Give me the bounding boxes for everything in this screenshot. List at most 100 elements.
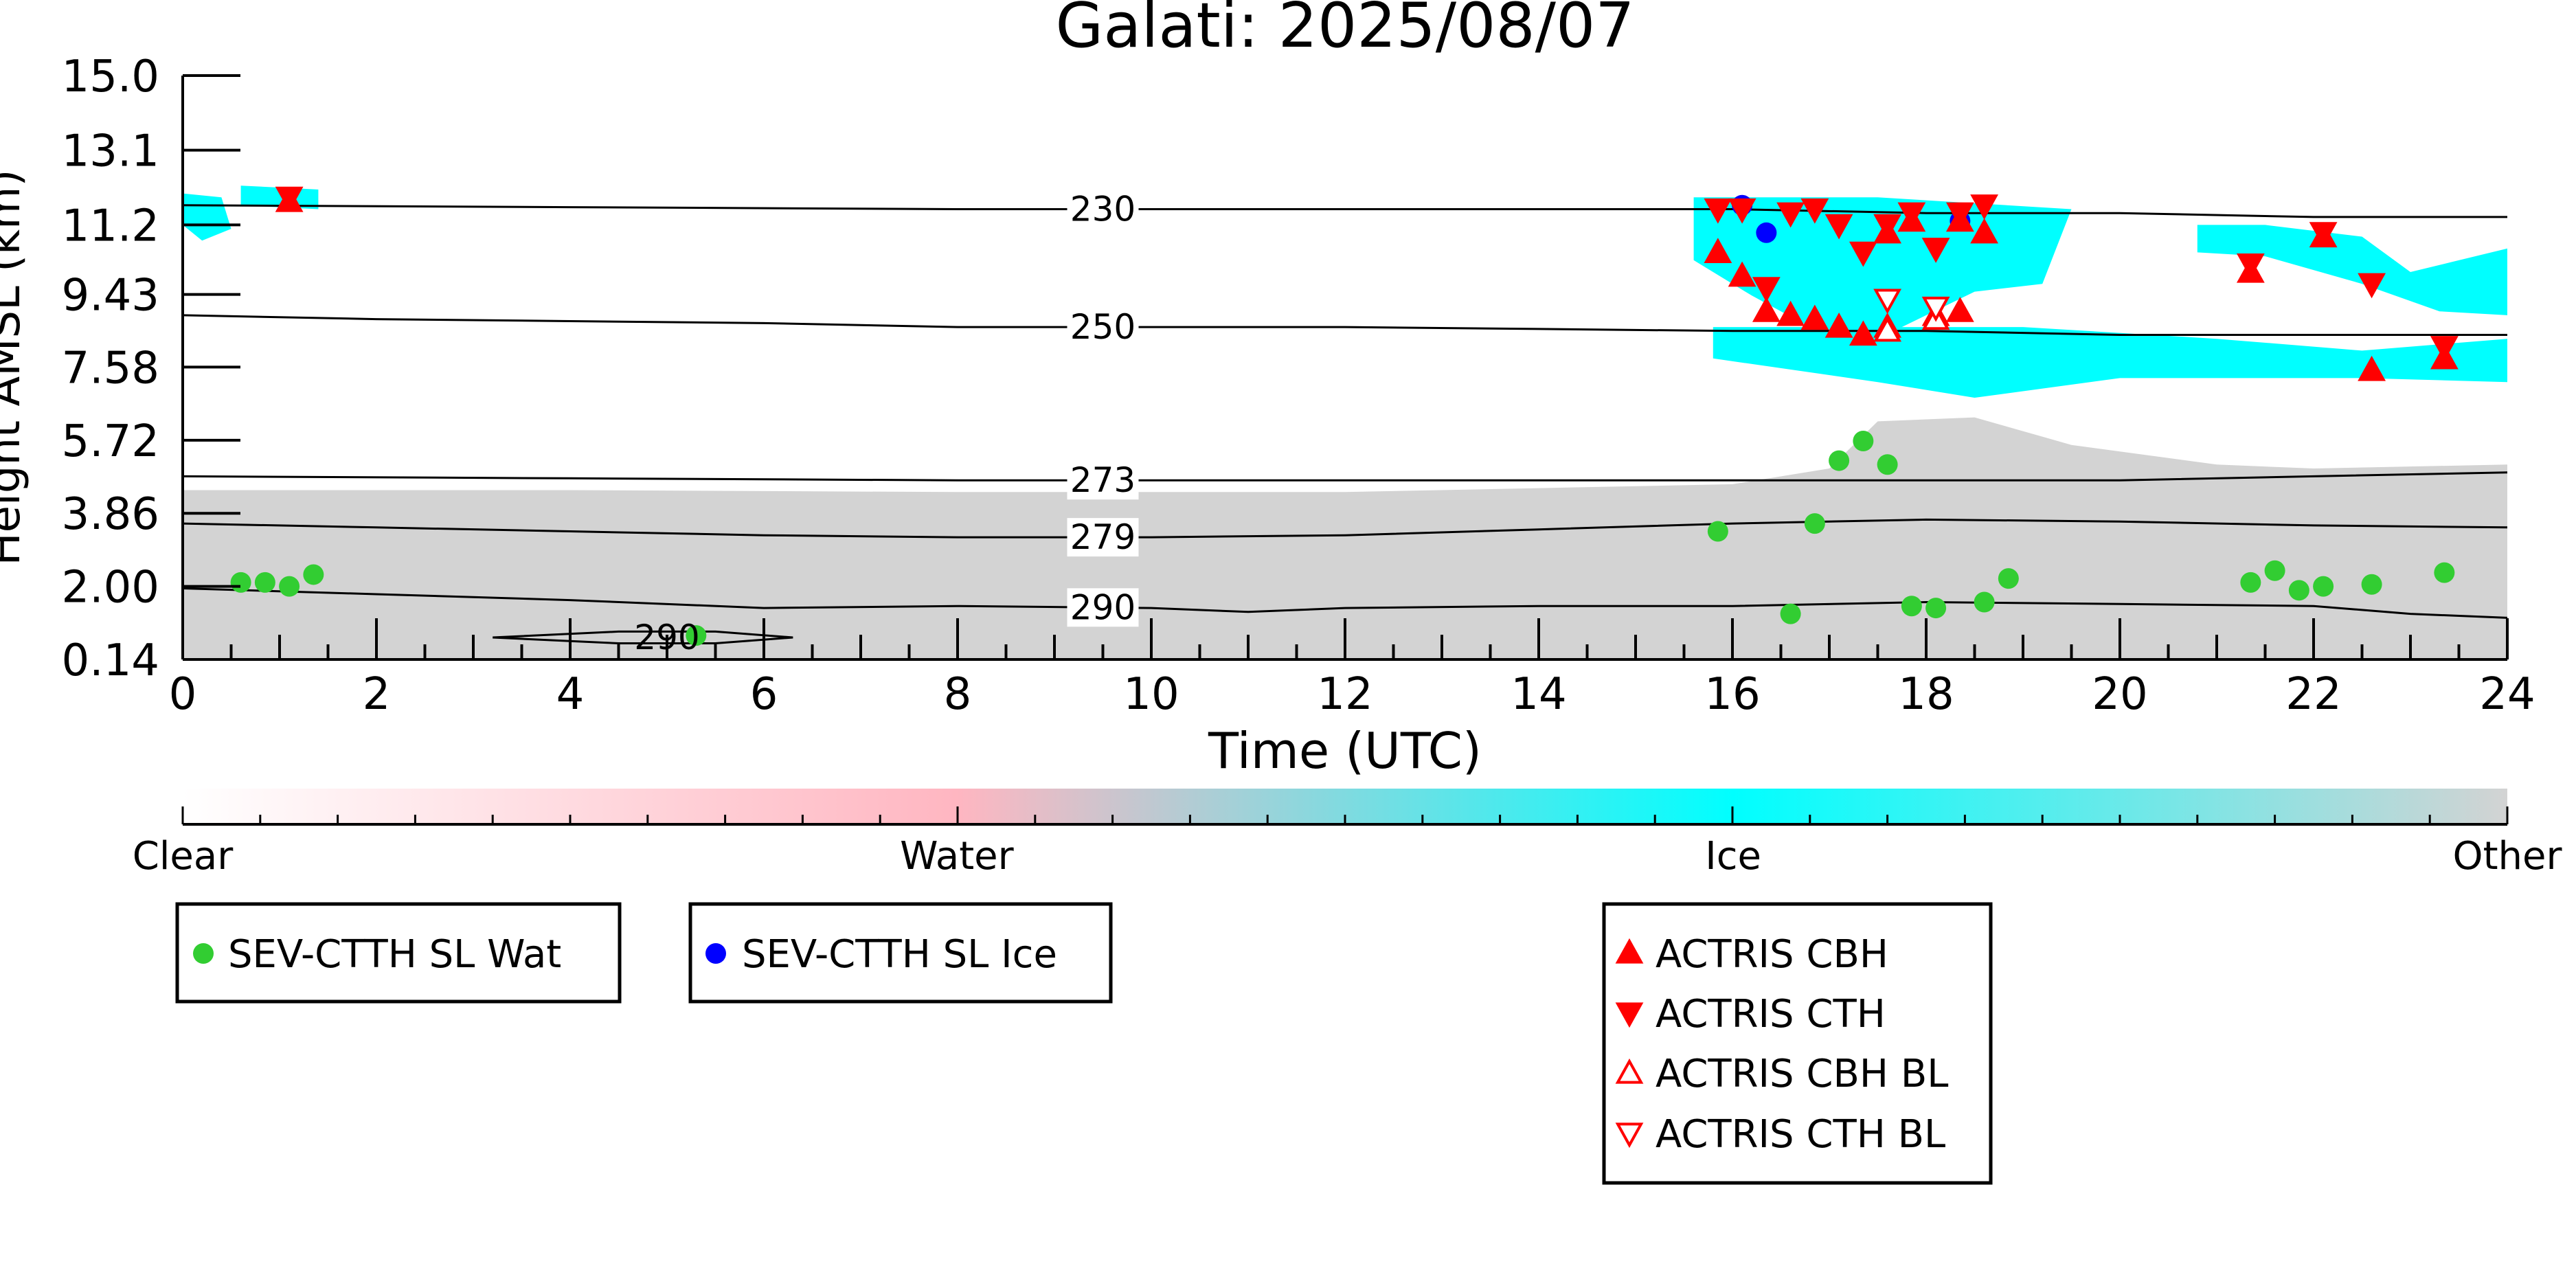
legends: SEV-CTTH SL Wat SEV-CTTH SL Ice ACTRIS C… [175, 902, 1993, 1185]
marker-sev-ctth-sl-wat-7 [1829, 450, 1850, 471]
marker-actris-cth-13 [2236, 253, 2265, 279]
x-tick-label-6: 6 [750, 669, 778, 720]
contour-label-279-3: 279 [1070, 517, 1136, 557]
marker-actris-cbh-6 [1824, 312, 1853, 338]
x-tick-label-2: 2 [363, 669, 391, 720]
marker-sev-ctth-sl-wat-20 [686, 625, 707, 646]
y-tick-label-8: 0.14 [62, 635, 160, 686]
marker-actris-cbh-5 [1800, 304, 1829, 330]
legend-marker-actris-cth [1615, 1002, 1644, 1028]
x-tick-label-0: 0 [169, 669, 197, 720]
x-tick-label-18: 18 [1898, 669, 1954, 720]
legend-box-sev-wat: SEV-CTTH SL Wat [175, 902, 622, 1004]
marker-actris-cth-12 [1970, 194, 1998, 220]
marker-sev-ctth-sl-ice-1 [1756, 222, 1777, 243]
legend-marker-actris-cth-bl [1615, 1122, 1644, 1149]
marker-sev-ctth-sl-wat-4 [1707, 521, 1728, 542]
marker-actris-cbh-1 [1704, 238, 1732, 264]
cloud-type-regions [183, 185, 2507, 659]
marker-sev-ctth-sl-wat-15 [2264, 560, 2285, 581]
legend-label-actris-cth: ACTRIS CTH [1656, 992, 1886, 1037]
colorbar-label-clear: Clear [133, 834, 234, 879]
marker-sev-ctth-sl-wat-5 [1780, 603, 1801, 624]
marker-actris-cth-4 [1776, 202, 1805, 228]
region-ice-1 [183, 193, 231, 241]
contour-label-bg-4 [1067, 588, 1139, 627]
y-tick-label-2: 11.2 [62, 201, 160, 251]
colorbar-ticks: Clear Water Ice Other [133, 806, 2562, 879]
marker-actris-cth-8 [1873, 214, 1901, 240]
marker-actris-cbh-bl-0 [1873, 316, 1901, 342]
marker-actris-cbh-3 [1752, 297, 1781, 322]
marker-sev-ctth-sl-wat-10 [1901, 596, 1922, 617]
marker-sev-ctth-sl-wat-13 [1998, 568, 2019, 589]
marker-sev-ctth-sl-wat-16 [2288, 580, 2309, 601]
marker-actris-cth-5 [1800, 198, 1829, 224]
legend-marker-actris-cbh [1615, 938, 1644, 964]
x-tick-label-24: 24 [2479, 669, 2535, 720]
contour-label-290-4: 290 [1070, 587, 1136, 627]
region-ice-4 [1713, 327, 2507, 398]
legend-label-sev-wat: SEV-CTTH SL Wat [228, 932, 561, 977]
marker-actris-cbh-4 [1776, 300, 1805, 326]
marker-actris-cth-7 [1849, 241, 1877, 267]
y-tick-label-7: 2.00 [62, 563, 160, 613]
y-axis-label: Height AMSL (km) [0, 170, 30, 566]
colorbar-label-other: Other [2452, 834, 2562, 879]
x-tick-label-22: 22 [2285, 669, 2341, 720]
x-tick-label-4: 4 [556, 669, 585, 720]
marker-actris-cth-6 [1824, 214, 1853, 240]
legend-label-actris-cbh: ACTRIS CBH [1656, 932, 1888, 977]
x-tick-label-10: 10 [1123, 669, 1179, 720]
legend-label-actris-cbh-bl: ACTRIS CBH BL [1656, 1052, 1948, 1096]
contour-label-bg-2 [1067, 461, 1139, 500]
y-tick-label-1: 13.1 [62, 126, 160, 177]
marker-actris-cbh-7 [1849, 320, 1877, 346]
x-tick-label-12: 12 [1317, 669, 1372, 720]
marker-sev-ctth-sl-wat-3 [303, 564, 324, 585]
marker-actris-cth-11 [1945, 202, 1974, 228]
marker-actris-cth-16 [2430, 336, 2459, 361]
marker-actris-cbh-12 [1945, 297, 1974, 322]
actris-legend-markers [1615, 938, 1644, 1149]
marker-sev-ctth-sl-wat-2 [279, 576, 300, 597]
plot-area [183, 185, 2507, 659]
marker-sev-ctth-sl-wat-14 [2240, 572, 2261, 593]
x-tick-label-14: 14 [1511, 669, 1566, 720]
legend-box-sev-ice: SEV-CTTH SL Ice [688, 902, 1113, 1004]
marker-actris-cth-9 [1897, 202, 1926, 228]
marker-actris-cth-0 [275, 186, 304, 212]
marker-actris-cth-2 [1728, 198, 1756, 224]
marker-sev-ctth-sl-wat-12 [1974, 591, 1995, 613]
contour-label-250-1: 250 [1070, 307, 1136, 347]
y-tick-label-6: 3.86 [62, 489, 160, 540]
marker-sev-ctth-sl-wat-0 [230, 572, 251, 593]
colorbar: Clear Water Ice Other [133, 789, 2562, 879]
marker-sev-ctth-sl-wat-8 [1853, 430, 1874, 451]
contour-line-273-2 [183, 471, 2507, 482]
axes: 0 2 4 6 8 10 12 14 16 18 20 22 2415.013.111.29.437.5… [62, 52, 2535, 720]
contour-line-279-3 [183, 518, 2507, 539]
marker-actris-cth-10 [1921, 238, 1950, 263]
contour-label-230-0: 230 [1070, 189, 1136, 229]
contour-line-290-5 [493, 630, 793, 644]
legend-label-actris-cth-bl: ACTRIS CTH BL [1656, 1112, 1945, 1157]
y-tick-label-0: 15.0 [62, 52, 160, 102]
data-markers [230, 186, 2459, 646]
marker-actris-cth-3 [1752, 277, 1781, 303]
marker-sev-ctth-sl-wat-1 [254, 572, 275, 593]
marker-sev-ctth-sl-wat-19 [2434, 562, 2455, 583]
marker-sev-ctth-sl-wat-17 [2313, 576, 2334, 597]
y-tick-label-5: 5.72 [62, 416, 160, 467]
contour-line-290-4 [183, 587, 2507, 619]
x-tick-label-16: 16 [1704, 669, 1760, 720]
y-tick-label-4: 7.58 [62, 343, 160, 394]
marker-actris-cth-1 [1704, 198, 1732, 224]
marker-actris-cbh-2 [1728, 261, 1756, 287]
x-tick-label-8: 8 [944, 669, 972, 720]
y-tick-label-3: 9.43 [62, 271, 160, 321]
contour-line-250-1 [183, 314, 2507, 336]
region-other-0 [183, 417, 2507, 659]
marker-actris-cbh-14 [1970, 218, 1998, 244]
